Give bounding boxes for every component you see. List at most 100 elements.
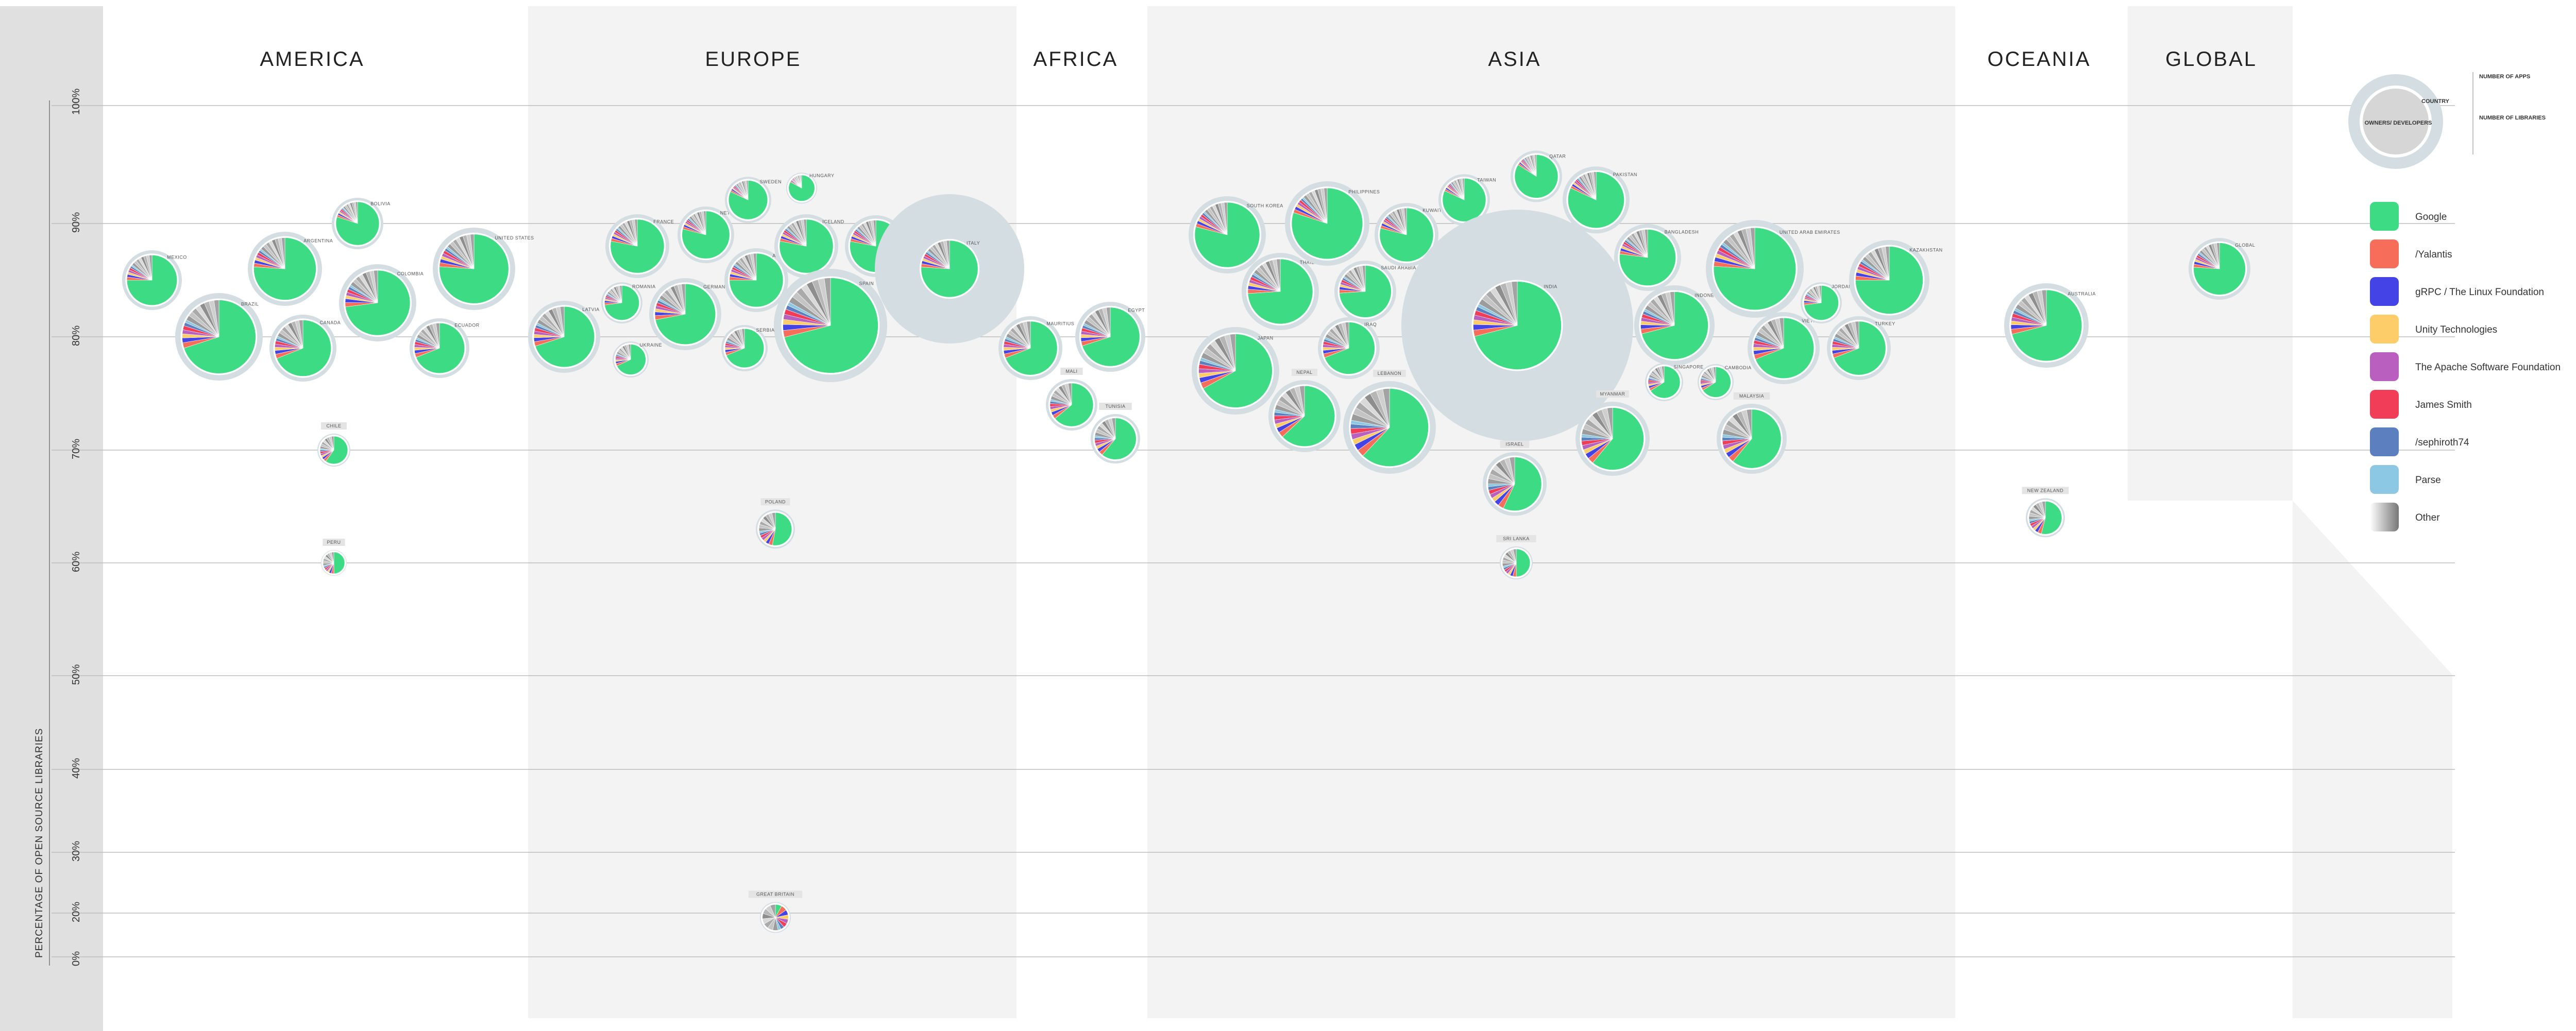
country-label-mexico: MEXICO [167, 255, 187, 260]
country-label-serbia: SERBIA [756, 328, 775, 333]
country-bubble-saudi-arabia: SAUDI ARABIA [1334, 261, 1416, 322]
legend-label-james-smith: James Smith [2415, 400, 2472, 410]
country-bubble-lebanon: LEBANON [1343, 370, 1436, 474]
country-label-myanmar: MYANMAR [1600, 391, 1625, 397]
pie-slice-tunisia-google [1101, 418, 1137, 460]
pie-slice-thailand-other-7 [1276, 259, 1281, 292]
pie-slice-indonesia-other-7 [1670, 291, 1675, 326]
pie-slice-qatar-other-7 [1534, 154, 1537, 177]
country-label-hungary: HUNGARY [809, 173, 834, 178]
country-label-italy: ITALY [967, 240, 980, 246]
country-label-chile: CHILE [326, 423, 341, 428]
y-tick-40: 40% [71, 758, 82, 779]
pie-slice-singapore-other-7 [1661, 366, 1665, 383]
country-label-pakistan: PAKISTAN [1613, 172, 1637, 177]
pie-slice-sweden-other-7 [746, 180, 749, 200]
country-bubble-romania: ROMANIA [601, 282, 655, 323]
pie-slice-bangladesh-other-7 [1644, 229, 1648, 258]
country-label-germany: GERMANY [703, 284, 728, 289]
country-label-mauritius: MAURITIUS [1046, 321, 1074, 327]
pie-slice-mexico-google [126, 254, 177, 305]
country-bubble-myanmar: MYANMAR [1575, 390, 1650, 476]
region-title-africa: AFRICA [1033, 48, 1118, 71]
pie-slice-myanmar-google [1592, 407, 1644, 470]
pie-slice-iceland-other-7 [803, 219, 807, 247]
country-label-philippines: PHILIPPINES [1348, 189, 1380, 194]
country-label-nepal: NEPAL [1296, 370, 1312, 375]
country-label-peru: PERU [327, 540, 341, 545]
pie-slice-austria-other-7 [753, 253, 757, 281]
country-bubble-australia: AUSTRALIA [2004, 283, 2096, 368]
country-label-south-korea: SOUTH KOREA [1247, 203, 1283, 208]
legend-item-sephiroth74: /sephiroth74 [2370, 427, 2469, 456]
country-bubble-hungary: HUNGARY [786, 173, 834, 204]
legend-item-unity-technologies: Unity Technologies [2370, 315, 2497, 343]
country-bubble-italy: ITALY [875, 194, 1024, 343]
pie-slice-turkey-google [1834, 321, 1886, 375]
country-bubble-taiwan: TAIWAN [1438, 174, 1496, 226]
legend-key-libraries: NUMBER OF LIBRARIES [2479, 115, 2546, 121]
country-bubble-south-korea: SOUTH KOREA [1189, 196, 1283, 273]
pie-slice-spain-google [784, 278, 878, 373]
country-label-united-arab-emirates: UNITED ARAB EMIRATES [1780, 230, 1840, 235]
country-label-france: FRANCE [653, 219, 674, 225]
country-bubble-tunisia: TUNISIA [1091, 403, 1140, 463]
region-title-oceania: OCEANIA [1987, 48, 2091, 71]
country-label-bg-israel [1500, 440, 1530, 448]
country-bubble-netherlands: NETHERLANDS [677, 207, 757, 263]
pie-slice-kuwait-google [1379, 208, 1434, 262]
country-bubble-poland: POLAND [756, 498, 795, 549]
pie-slice-japan-google [1203, 334, 1273, 408]
country-label-poland: POLAND [765, 499, 786, 504]
y-axis-label: PERCENTAGE OF OPEN SOURCE LIBRARIES [34, 728, 45, 958]
pie-slice-united-arab-emirates-other-7 [1750, 227, 1755, 269]
country-label-bg-tunisia [1099, 403, 1132, 410]
country-bubble-serbia: SERBIA [721, 325, 775, 371]
pie-slice-vietnam-other-7 [1779, 317, 1784, 349]
y-tick-100: 100% [71, 89, 82, 115]
legend-swatch-sephiroth74 [2370, 427, 2399, 456]
country-bubble-japan: JAPAN [1192, 327, 1279, 415]
pie-slice-global-other-7 [2216, 243, 2220, 269]
country-label-kazakhstan: KAZAKHSTAN [1909, 247, 1942, 252]
legend-label-yalantis: /Yalantis [2415, 249, 2452, 260]
region-title-asia: ASIA [1488, 48, 1541, 71]
pie-slice-new-zealand-google [2041, 501, 2062, 535]
country-label-spain: SPAIN [859, 281, 874, 286]
pie-slice-taiwan-other-7 [1462, 178, 1465, 200]
country-label-bg-chile [321, 422, 347, 429]
country-bubble-colombia: COLOMBIA [339, 264, 423, 341]
pie-slice-peru-google [333, 552, 345, 574]
pie-slice-chile-google [325, 436, 348, 465]
legend-swatch-grpc-the-linux-foundation [2370, 277, 2399, 306]
country-label-bangladesh: BANGLADESH [1665, 230, 1699, 235]
pie-slice-colombia-other-7 [373, 270, 378, 303]
y-tick-90: 90% [71, 212, 82, 233]
pie-slice-kuwait-other-7 [1403, 208, 1407, 235]
pie-slice-hungary-other-7 [800, 175, 802, 188]
pie-slice-australia-other-7 [2041, 289, 2047, 326]
country-bubble-india: INDIA [1401, 210, 1633, 441]
country-label-qatar: QATAR [1549, 154, 1566, 159]
legend-item-google: Google [2370, 202, 2447, 231]
pie-slice-cambodia-other-7 [1713, 367, 1716, 383]
country-label-australia: AUSTRALIA [2067, 291, 2096, 296]
country-bubble-global: GLOBAL [2189, 238, 2255, 300]
country-bubble-singapore: SINGAPORE [1645, 363, 1703, 401]
country-label-lebanon: LEBANON [1378, 371, 1402, 376]
country-bubble-great-britain: GREAT BRITAIN [748, 890, 803, 933]
pie-slice-myanmar-other-7 [1606, 407, 1613, 439]
pie-slice-saudi-arabia-other-7 [1362, 265, 1366, 292]
country-label-argentina: ARGENTINA [303, 238, 333, 244]
country-bubble-qatar: QATAR [1511, 150, 1566, 202]
pie-slice-cambodia-google [1702, 367, 1731, 398]
country-label-iceland: ICELAND [822, 219, 844, 225]
country-bubble-chile: CHILE [317, 422, 350, 467]
legend-swatch-unity-technologies [2370, 315, 2399, 343]
y-tick-30: 30% [71, 841, 82, 862]
pie-slice-canada-google [276, 320, 331, 376]
pie-slice-mali-other-7 [1067, 383, 1072, 405]
pie-slice-nepal-other-7 [1299, 385, 1305, 417]
pie-slice-malaysia-google [1733, 409, 1782, 469]
y-tick-80: 80% [71, 325, 82, 346]
